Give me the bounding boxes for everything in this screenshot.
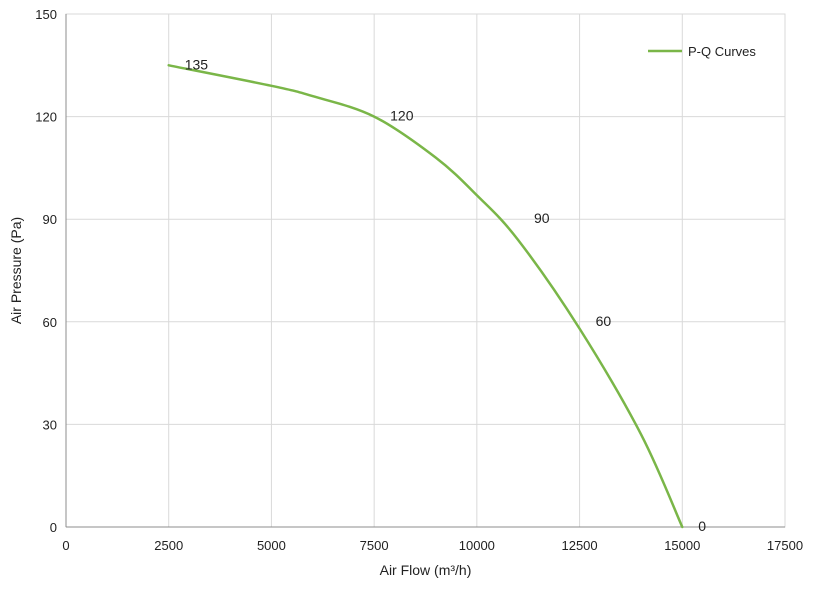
x-tick-label: 10000 bbox=[459, 538, 495, 553]
legend: P-Q Curves bbox=[648, 44, 756, 59]
data-label: 135 bbox=[185, 56, 209, 72]
legend-label: P-Q Curves bbox=[688, 44, 756, 59]
x-axis-title: Air Flow (m³/h) bbox=[380, 562, 472, 578]
data-label: 0 bbox=[698, 518, 706, 534]
y-tick-label: 150 bbox=[35, 7, 57, 22]
x-tick-label: 12500 bbox=[561, 538, 597, 553]
y-tick-label: 0 bbox=[50, 520, 57, 535]
y-tick-label: 60 bbox=[43, 315, 57, 330]
y-axis-title: Air Pressure (Pa) bbox=[8, 217, 24, 324]
y-tick-label: 120 bbox=[35, 110, 57, 125]
y-tick-label: 30 bbox=[43, 417, 57, 432]
x-tick-label: 5000 bbox=[257, 538, 286, 553]
data-label: 90 bbox=[534, 210, 550, 226]
x-tick-label: 17500 bbox=[767, 538, 803, 553]
plot-area bbox=[66, 14, 785, 527]
series-line-pq-curves bbox=[169, 65, 683, 527]
x-tick-label: 2500 bbox=[154, 538, 183, 553]
x-tick-label: 15000 bbox=[664, 538, 700, 553]
grid-layer bbox=[66, 14, 785, 527]
data-label: 120 bbox=[390, 108, 414, 124]
annotation-layer: 135 120 90 60 0 bbox=[185, 56, 707, 534]
x-tick-label: 0 bbox=[62, 538, 69, 553]
data-label: 60 bbox=[596, 313, 612, 329]
y-tick-label: 90 bbox=[43, 212, 57, 227]
axis-layer: 0 2500 5000 7500 10000 12500 15000 17500 0 30 60 90… bbox=[8, 7, 803, 578]
x-tick-label: 7500 bbox=[360, 538, 389, 553]
series-layer bbox=[169, 65, 683, 527]
